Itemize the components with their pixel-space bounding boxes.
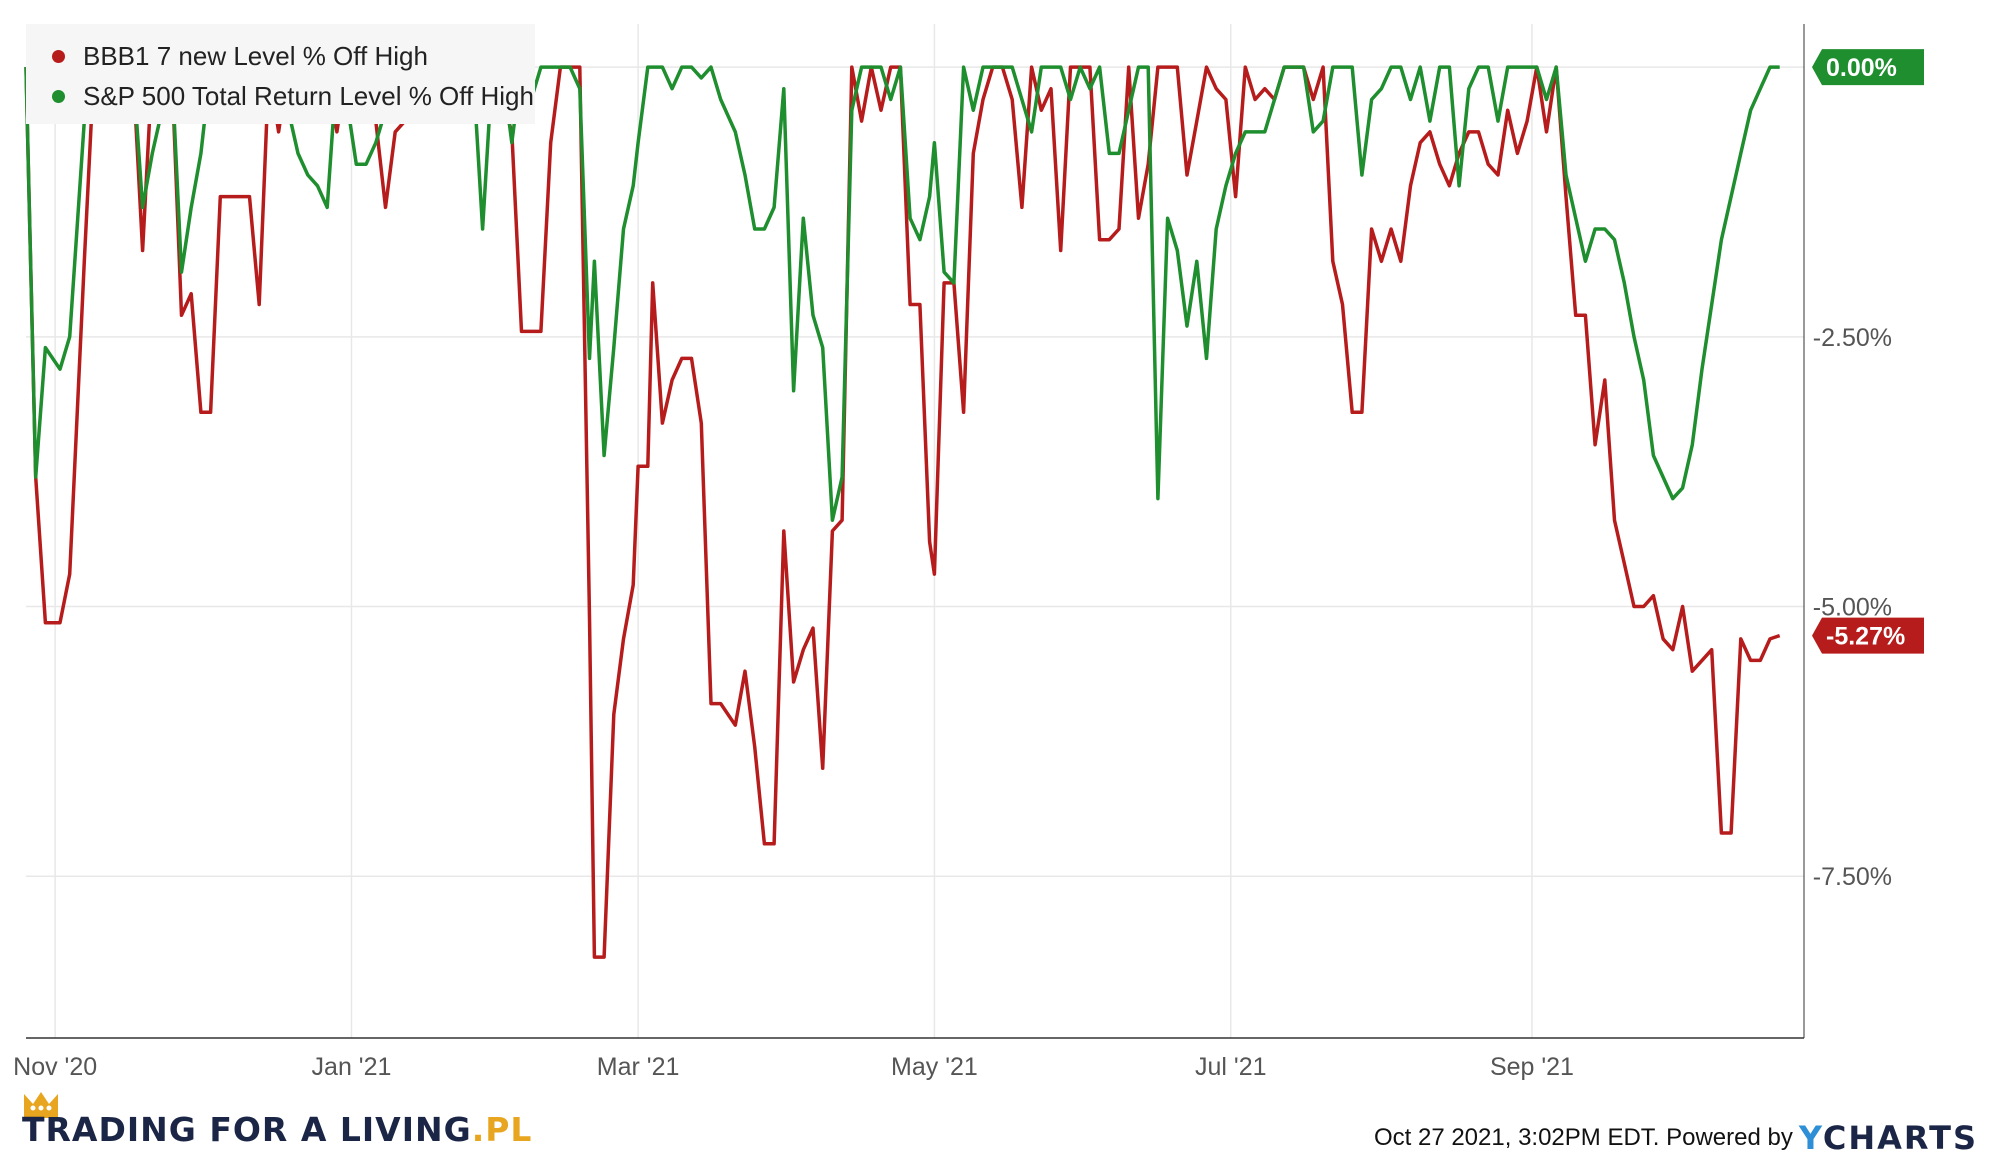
last-value-badge-1: 0.00% (1812, 49, 1924, 86)
legend-label-sp500: S&P 500 Total Return Level % Off High (83, 80, 534, 111)
crown-jewel (30, 1105, 36, 1111)
series-lines (24, 65, 1781, 959)
x-tick-label: May '21 (891, 1053, 978, 1081)
trading-for-a-living-logo[interactable]: TRADING FOR A LIVING.PL (22, 1085, 532, 1149)
y-tick-label: -2.50% (1813, 324, 1892, 352)
logo-text: TRADING FOR A LIVING.PL (22, 1110, 532, 1149)
x-tick-label: Sep '21 (1490, 1053, 1574, 1081)
series-line-0 (24, 65, 1781, 959)
last-value-badge-0: -5.27% (1812, 617, 1924, 654)
logo-suffix: .PL (471, 1110, 533, 1149)
x-tick-label: Jul '21 (1195, 1053, 1266, 1081)
y-tick-label: -7.50% (1813, 863, 1892, 891)
legend-label-bbb1: BBB1 7 new Level % Off High (83, 40, 428, 71)
crown-icon (24, 1092, 58, 1118)
x-tick-label: Jan '21 (312, 1053, 392, 1081)
chart-credit: Oct 27 2021, 3:02PM EDT. Powered by YCHA… (1374, 1119, 1978, 1157)
axis-ticks: Nov '20 Jan '21 Mar '21 May '21 Jul '21 Sep '… (13, 54, 1892, 1081)
last-value-badges: -5.27% 0.00% (1812, 49, 1924, 654)
legend-dot-bbb1 (52, 49, 65, 63)
crown-jewel (46, 1105, 52, 1111)
x-tick-label: Mar '21 (597, 1053, 680, 1081)
ycharts-logo-y: Y (1798, 1119, 1823, 1157)
crown-body (24, 1092, 58, 1118)
y-tick-label: -5.00% (1813, 594, 1892, 622)
grid (26, 24, 1805, 1039)
x-tick-label: Nov '20 (13, 1053, 97, 1081)
badge-shape (1812, 617, 1924, 654)
legend-dot-sp500 (52, 89, 65, 103)
ycharts-logo[interactable]: YCHARTS (1799, 1119, 1978, 1157)
legend-item-bbb1[interactable]: BBB1 7 new Level % Off High (52, 38, 428, 74)
crown-jewel (38, 1105, 44, 1111)
ycharts-logo-rest: CHARTS (1822, 1119, 1978, 1157)
badge-label: 0.00% (1826, 54, 1897, 82)
legend: BBB1 7 new Level % Off High S&P 500 Tota… (26, 24, 535, 124)
badge-shape (1812, 49, 1924, 86)
badge-label: -5.27% (1826, 623, 1905, 651)
logo-main: TRADING FOR A LIVING (22, 1110, 472, 1149)
legend-item-sp500[interactable]: S&P 500 Total Return Level % Off High (52, 78, 534, 114)
timestamp-text: Oct 27 2021, 3:02PM EDT. Powered by (1373, 1124, 1793, 1151)
